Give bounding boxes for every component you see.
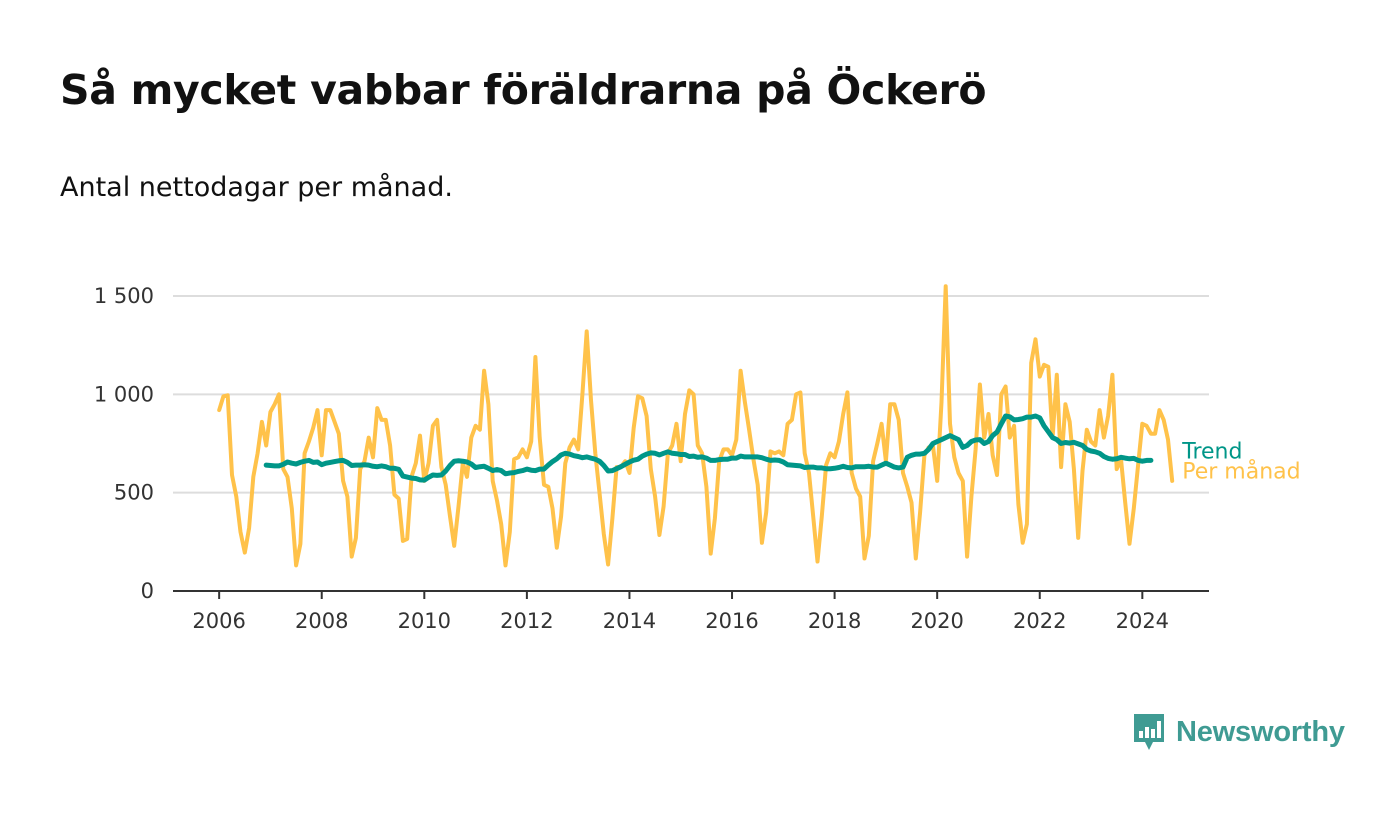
x-tick-label: 2012 bbox=[500, 609, 553, 633]
y-tick-label: 1 000 bbox=[94, 382, 154, 406]
x-tick-label: 2018 bbox=[808, 609, 861, 633]
y-tick-label: 500 bbox=[114, 481, 154, 505]
x-tick-label: 2020 bbox=[910, 609, 963, 633]
x-tick-label: 2006 bbox=[192, 609, 245, 633]
x-tick-label: 2022 bbox=[1013, 609, 1066, 633]
newsworthy-logo: Newsworthy bbox=[1132, 712, 1345, 752]
x-tick-label: 2014 bbox=[603, 609, 656, 633]
y-tick-label: 0 bbox=[141, 579, 154, 603]
chart-subtitle: Antal nettodagar per månad. bbox=[60, 172, 453, 203]
y-tick-label: 1 500 bbox=[94, 284, 154, 308]
x-tick-label: 2024 bbox=[1116, 609, 1169, 633]
chart-title: Så mycket vabbar föräldrarna på Öckerö bbox=[60, 66, 987, 114]
series-layer bbox=[217, 284, 1175, 568]
series-label-per-m-nad: Per månad bbox=[1182, 458, 1300, 484]
newsworthy-logo-icon bbox=[1134, 714, 1164, 750]
x-tick-label: 2010 bbox=[398, 609, 451, 633]
axis-layer: 0 500 1 000 1 500 2006 2008 2010 2012 2014 2016 20… bbox=[94, 284, 1209, 633]
series-line-per-m-nad bbox=[217, 284, 1175, 568]
series-line-trend bbox=[263, 413, 1154, 483]
x-tick-label: 2016 bbox=[705, 609, 758, 633]
series-label-trend: Trend bbox=[1181, 439, 1242, 464]
x-tick-label: 2008 bbox=[295, 609, 348, 633]
brand-name: Newsworthy bbox=[1176, 715, 1345, 748]
